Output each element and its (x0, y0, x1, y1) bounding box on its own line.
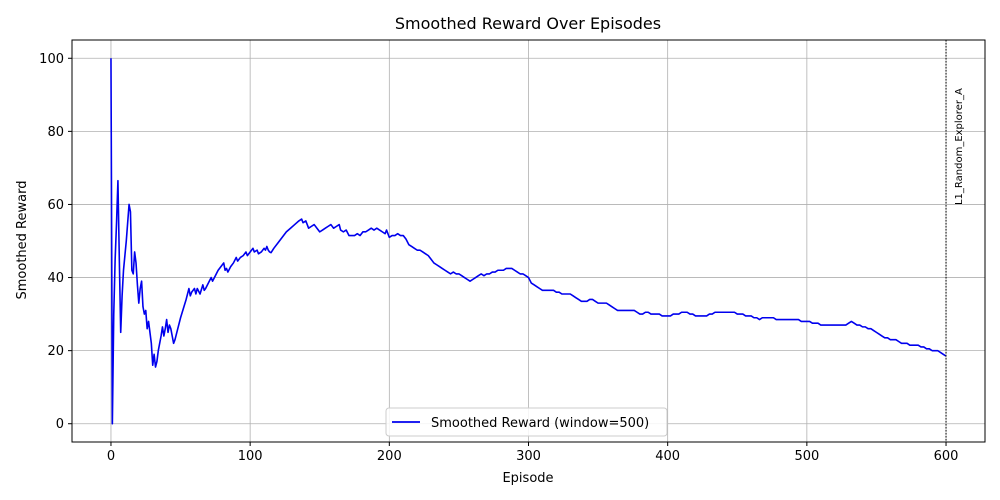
series-line-smoothed-reward (110, 58, 947, 425)
x-tick-label: 0 (107, 449, 115, 464)
x-tick-label: 100 (238, 449, 263, 464)
x-tick-label: 500 (794, 449, 819, 464)
y-tick-label: 20 (47, 344, 64, 359)
x-axis: 0 100 200 300 400 500 600 (107, 442, 959, 464)
legend: Smoothed Reward (window=500) (385, 407, 668, 437)
series-layer (110, 58, 947, 425)
x-tick-label: 300 (516, 449, 541, 464)
y-tick-label: 60 (47, 198, 64, 213)
y-tick-label: 40 (47, 271, 64, 286)
y-tick-label: 80 (47, 125, 64, 140)
legend-label-smoothed-reward: Smoothed Reward (window=500) (431, 416, 649, 431)
legend-box (385, 407, 668, 437)
x-tick-label: 400 (655, 449, 680, 464)
annotation-label: L1_Random_Explorer_A (954, 88, 965, 205)
annotation-layer: L1_Random_Explorer_A (945, 40, 965, 442)
y-axis-label: Smoothed Reward (15, 181, 30, 300)
y-tick-label: 0 (56, 417, 64, 432)
y-tick-label: 100 (39, 52, 64, 67)
y-axis: 0 20 40 60 80 100 (39, 52, 72, 432)
x-tick-label: 600 (934, 449, 959, 464)
chart-title: Smoothed Reward Over Episodes (395, 14, 661, 33)
x-axis-label: Episode (502, 471, 553, 486)
x-tick-label: 200 (377, 449, 402, 464)
